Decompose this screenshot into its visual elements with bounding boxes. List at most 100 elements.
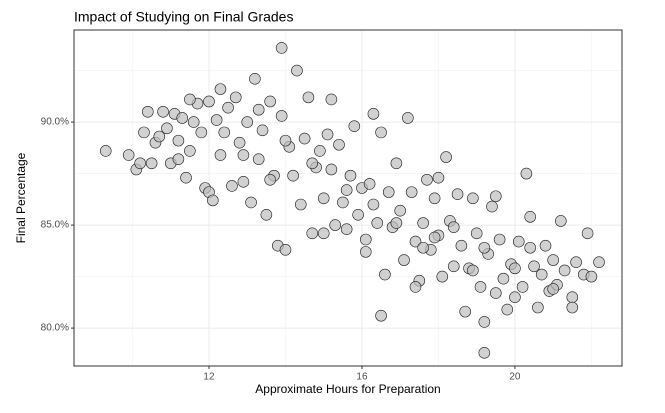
point bbox=[509, 262, 521, 275]
point bbox=[325, 93, 338, 106]
point bbox=[447, 260, 460, 273]
point bbox=[585, 270, 598, 283]
point bbox=[501, 303, 514, 316]
point bbox=[252, 103, 265, 116]
point bbox=[264, 95, 276, 108]
point bbox=[337, 196, 349, 209]
point bbox=[184, 145, 196, 157]
point bbox=[547, 283, 559, 295]
point bbox=[264, 173, 276, 186]
point bbox=[359, 233, 372, 246]
point bbox=[218, 126, 231, 139]
point bbox=[417, 217, 429, 229]
point bbox=[375, 309, 387, 322]
point bbox=[409, 281, 422, 293]
point bbox=[363, 178, 376, 190]
point bbox=[287, 169, 299, 182]
point bbox=[187, 116, 200, 128]
point bbox=[245, 196, 257, 209]
point bbox=[417, 241, 429, 254]
point bbox=[470, 227, 483, 240]
point bbox=[421, 173, 433, 186]
point bbox=[486, 200, 498, 213]
point bbox=[241, 116, 254, 128]
point bbox=[352, 208, 364, 221]
point bbox=[558, 264, 571, 277]
point bbox=[348, 120, 361, 133]
y-tick-label: 85.0% bbox=[41, 220, 69, 231]
point bbox=[344, 169, 357, 182]
point bbox=[153, 130, 166, 143]
y-axis-title: Final Percentage bbox=[14, 152, 28, 243]
point bbox=[275, 110, 288, 122]
point bbox=[428, 192, 441, 205]
point bbox=[340, 223, 353, 236]
point bbox=[593, 256, 605, 268]
point bbox=[394, 204, 406, 217]
point bbox=[222, 101, 234, 114]
point bbox=[512, 235, 525, 248]
point bbox=[555, 215, 567, 227]
point bbox=[214, 83, 227, 95]
point bbox=[478, 347, 491, 359]
point bbox=[509, 291, 521, 303]
point bbox=[317, 192, 330, 205]
point bbox=[379, 268, 391, 281]
point bbox=[436, 270, 449, 283]
point bbox=[478, 316, 491, 328]
point bbox=[428, 231, 441, 244]
point bbox=[233, 136, 246, 149]
point bbox=[478, 241, 491, 254]
point bbox=[317, 227, 330, 240]
point bbox=[440, 151, 452, 163]
point bbox=[252, 153, 265, 165]
point bbox=[371, 217, 384, 229]
point bbox=[176, 112, 189, 124]
point bbox=[459, 305, 472, 318]
point bbox=[390, 157, 403, 170]
point bbox=[566, 301, 579, 314]
point bbox=[260, 208, 273, 221]
point bbox=[161, 122, 173, 135]
point bbox=[279, 244, 292, 256]
point bbox=[405, 186, 418, 198]
point bbox=[294, 198, 307, 211]
point bbox=[157, 105, 169, 118]
point bbox=[467, 264, 479, 277]
point bbox=[210, 114, 223, 126]
point bbox=[122, 149, 135, 161]
point bbox=[359, 246, 372, 258]
point bbox=[581, 227, 594, 240]
point bbox=[333, 138, 345, 151]
point bbox=[203, 95, 215, 108]
point bbox=[291, 64, 303, 77]
point bbox=[566, 291, 579, 303]
point bbox=[490, 287, 502, 299]
point bbox=[409, 235, 422, 248]
point bbox=[321, 128, 334, 141]
point bbox=[539, 239, 552, 252]
point bbox=[237, 149, 250, 161]
point bbox=[195, 126, 208, 139]
point bbox=[432, 171, 445, 184]
point bbox=[325, 163, 338, 176]
point bbox=[375, 126, 387, 139]
point bbox=[329, 219, 341, 231]
point bbox=[172, 153, 185, 165]
chart-title: Impact of Studying on Final Grades bbox=[74, 9, 293, 25]
plot-border bbox=[73, 29, 623, 367]
point bbox=[172, 134, 185, 147]
point bbox=[184, 93, 196, 106]
point bbox=[390, 217, 403, 229]
point bbox=[142, 105, 154, 118]
point bbox=[279, 134, 292, 147]
point bbox=[455, 239, 468, 252]
point bbox=[516, 281, 529, 293]
y-tick-label: 80.0% bbox=[41, 323, 69, 334]
x-tick-label: 16 bbox=[356, 372, 368, 383]
point bbox=[520, 167, 533, 180]
point bbox=[382, 186, 395, 198]
point bbox=[314, 145, 326, 157]
point bbox=[367, 198, 380, 211]
point bbox=[402, 112, 414, 124]
